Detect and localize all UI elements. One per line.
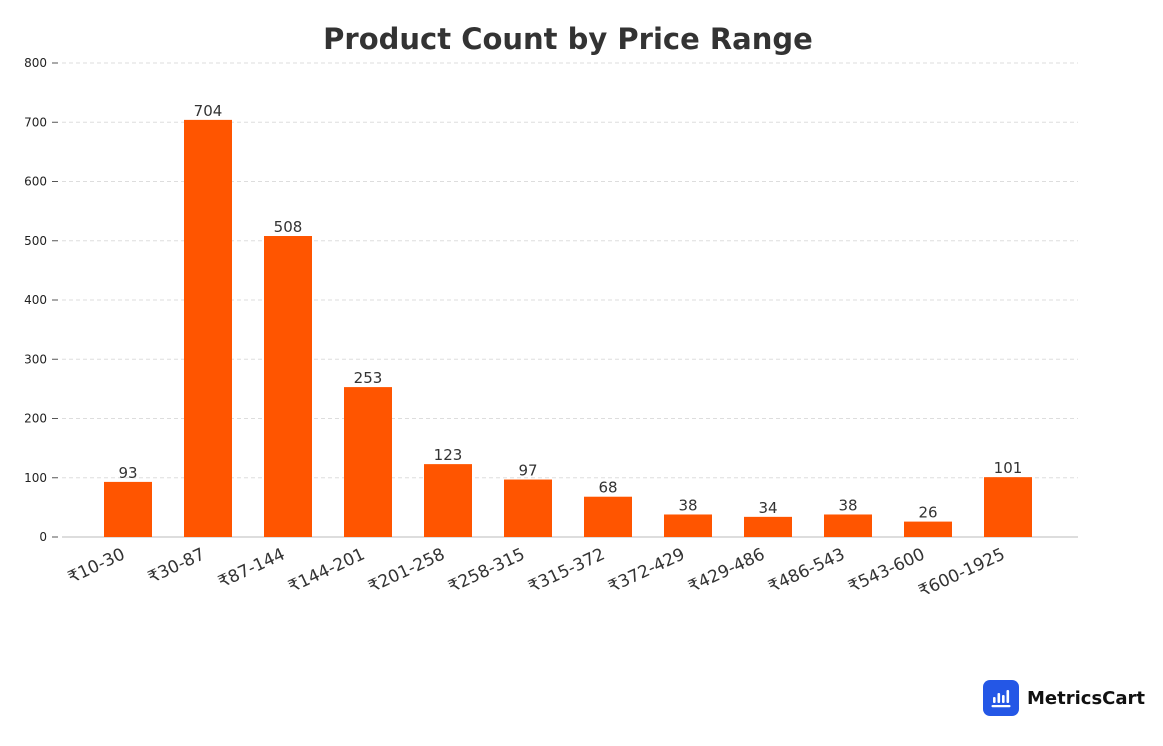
x-tick-label: ₹543-600 <box>845 544 928 597</box>
x-tick-label: ₹429-486 <box>685 544 768 597</box>
x-tick-label: ₹201-258 <box>365 544 448 597</box>
chart-title: Product Count by Price Range <box>323 22 813 56</box>
bar <box>904 521 952 537</box>
bar <box>424 464 472 537</box>
x-tick-label: ₹372-429 <box>605 544 688 597</box>
data-label: 508 <box>274 218 303 236</box>
y-tick-label: 200 <box>24 412 47 426</box>
y-tick-label: 500 <box>24 234 47 248</box>
data-label: 38 <box>838 496 857 514</box>
bar <box>264 236 312 537</box>
x-tick-label: ₹600-1925 <box>916 544 1008 601</box>
y-tick-label: 800 <box>24 56 47 70</box>
data-labels: 93 704 508 253 123 97 68 38 34 38 26 101 <box>118 102 1022 522</box>
x-tick-label: ₹87-144 <box>215 544 288 592</box>
y-axis: 0 100 200 300 400 500 600 700 800 <box>24 56 58 544</box>
x-tick-label: ₹144-201 <box>285 544 368 597</box>
data-label: 253 <box>354 369 383 387</box>
bar <box>824 514 872 537</box>
data-label: 68 <box>598 479 617 497</box>
bar <box>504 479 552 537</box>
x-tick-label: ₹315-372 <box>525 544 608 597</box>
brand-name: MetricsCart <box>1027 687 1145 709</box>
bar-chart-logo-icon <box>983 680 1019 716</box>
x-tick-label: ₹486-543 <box>765 544 848 597</box>
data-label: 704 <box>194 102 223 120</box>
data-label: 93 <box>118 464 137 482</box>
x-axis: ₹10-30 ₹30-87 ₹87-144₹144-201₹201-258₹258-… <box>65 544 1008 601</box>
data-label: 123 <box>434 446 463 464</box>
y-tick-label: 300 <box>24 352 47 366</box>
data-label: 97 <box>518 462 537 480</box>
y-tick-label: 700 <box>24 115 47 129</box>
bar <box>344 387 392 537</box>
y-tick-label: 600 <box>24 175 47 189</box>
bar <box>984 477 1032 537</box>
bar <box>664 514 712 537</box>
x-tick-label: ₹30-87 <box>145 544 208 588</box>
data-label: 38 <box>678 496 697 514</box>
y-tick-label: 400 <box>24 293 47 307</box>
bar <box>744 516 792 537</box>
x-tick-label: ₹258-315 <box>445 544 528 597</box>
bars <box>104 119 1032 537</box>
bar <box>104 481 152 537</box>
y-tick-label: 0 <box>39 530 47 544</box>
data-label: 101 <box>994 459 1023 477</box>
y-tick-label: 100 <box>24 471 47 485</box>
brand-logo: MetricsCart <box>983 680 1145 716</box>
bar <box>584 496 632 537</box>
data-label: 34 <box>758 499 777 517</box>
bar <box>184 119 232 537</box>
x-tick-label: ₹10-30 <box>65 544 128 588</box>
data-label: 26 <box>918 504 937 522</box>
